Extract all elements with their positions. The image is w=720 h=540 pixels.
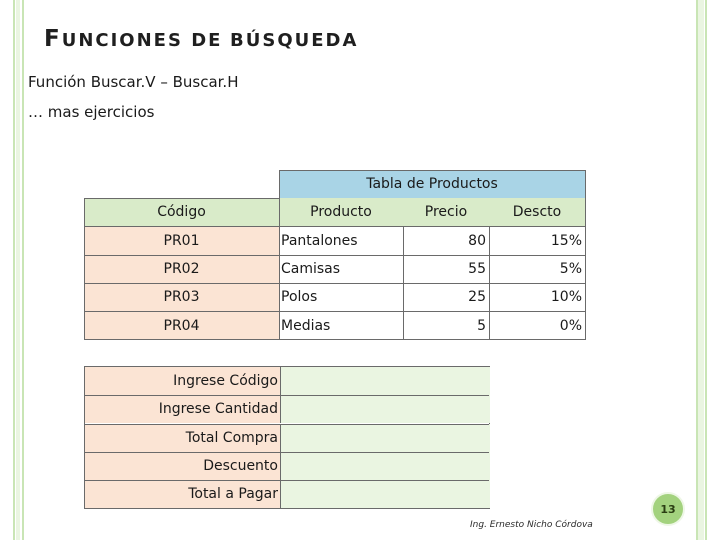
label-ingrese-cantidad: Ingrese Cantidad <box>85 395 280 423</box>
label-descuento: Descuento <box>85 452 280 480</box>
table-cell-price: 5 <box>477 317 486 334</box>
table-cell-discount: 15% <box>550 232 582 249</box>
table-line <box>84 226 585 227</box>
form-line <box>85 480 489 481</box>
table-line <box>84 311 585 312</box>
table-cell-product: Medias <box>281 317 331 334</box>
form-line <box>85 452 489 453</box>
input-codigo[interactable] <box>280 367 490 395</box>
header-precio: Precio <box>403 198 489 226</box>
right-rail-band <box>697 0 704 540</box>
table-line <box>84 198 85 340</box>
table-cell-discount: 10% <box>550 289 582 305</box>
subtitle-functions: Función Buscar.V – Buscar.H <box>28 73 239 91</box>
left-rail-line-outer <box>13 0 15 540</box>
table-line <box>84 198 279 199</box>
title-part-2: BÚSQUEDA <box>230 30 359 51</box>
header-codigo: Código <box>84 198 279 226</box>
right-rail-line-outer <box>705 0 707 540</box>
table-cell-discount: 0% <box>559 317 582 334</box>
title-first-letter: F <box>44 26 62 52</box>
left-rail-line-inner <box>22 0 24 540</box>
label-total-a-pagar: Total a Pagar <box>85 480 280 508</box>
title-part-1: UNCIONES DE <box>61 30 223 51</box>
table-cell-product: Camisas <box>281 261 341 277</box>
input-cantidad[interactable] <box>280 395 490 423</box>
table-line <box>84 339 585 340</box>
form-line <box>85 395 489 396</box>
slide-title: FUNCIONES DE BÚSQUEDA <box>44 26 358 54</box>
table-line <box>489 226 490 340</box>
table-line <box>585 170 586 340</box>
table-cell-product: Polos <box>281 289 318 305</box>
purchase-form: Ingrese Código Ingrese Cantidad Total Co… <box>84 366 490 509</box>
label-ingrese-codigo: Ingrese Código <box>85 367 280 395</box>
output-total-compra[interactable] <box>280 424 490 452</box>
table-line <box>403 226 404 340</box>
author-credit: Ing. Ernesto Nicho Córdova <box>470 520 593 530</box>
left-rail-band <box>16 0 20 540</box>
label-total-compra: Total Compra <box>85 424 280 452</box>
table-line <box>279 170 280 340</box>
table-line <box>84 283 585 284</box>
table-cell-code: PR03 <box>84 283 279 311</box>
table-cell-code: PR04 <box>84 311 279 340</box>
table-cell-price: 55 <box>468 261 486 277</box>
table-cell-price: 25 <box>468 289 486 305</box>
output-descuento[interactable] <box>280 452 490 480</box>
header-descto: Descto <box>489 198 585 226</box>
subtitle-more-exercises: … mas ejercicios <box>28 103 155 121</box>
table-cell-code: PR02 <box>84 255 279 283</box>
table-cell-price: 80 <box>468 232 486 249</box>
right-rail-line-inner <box>696 0 698 540</box>
table-cell-product: Pantalones <box>281 232 358 249</box>
table-line <box>279 170 585 171</box>
table-cell-code: PR01 <box>84 226 279 255</box>
table-line <box>84 255 585 256</box>
form-line <box>85 424 489 425</box>
header-producto: Producto <box>279 198 403 226</box>
table-cell-discount: 5% <box>559 261 582 277</box>
table-caption: Tabla de Productos <box>279 170 585 198</box>
output-total-a-pagar[interactable] <box>280 480 490 508</box>
page-number-badge: 13 <box>651 492 685 526</box>
